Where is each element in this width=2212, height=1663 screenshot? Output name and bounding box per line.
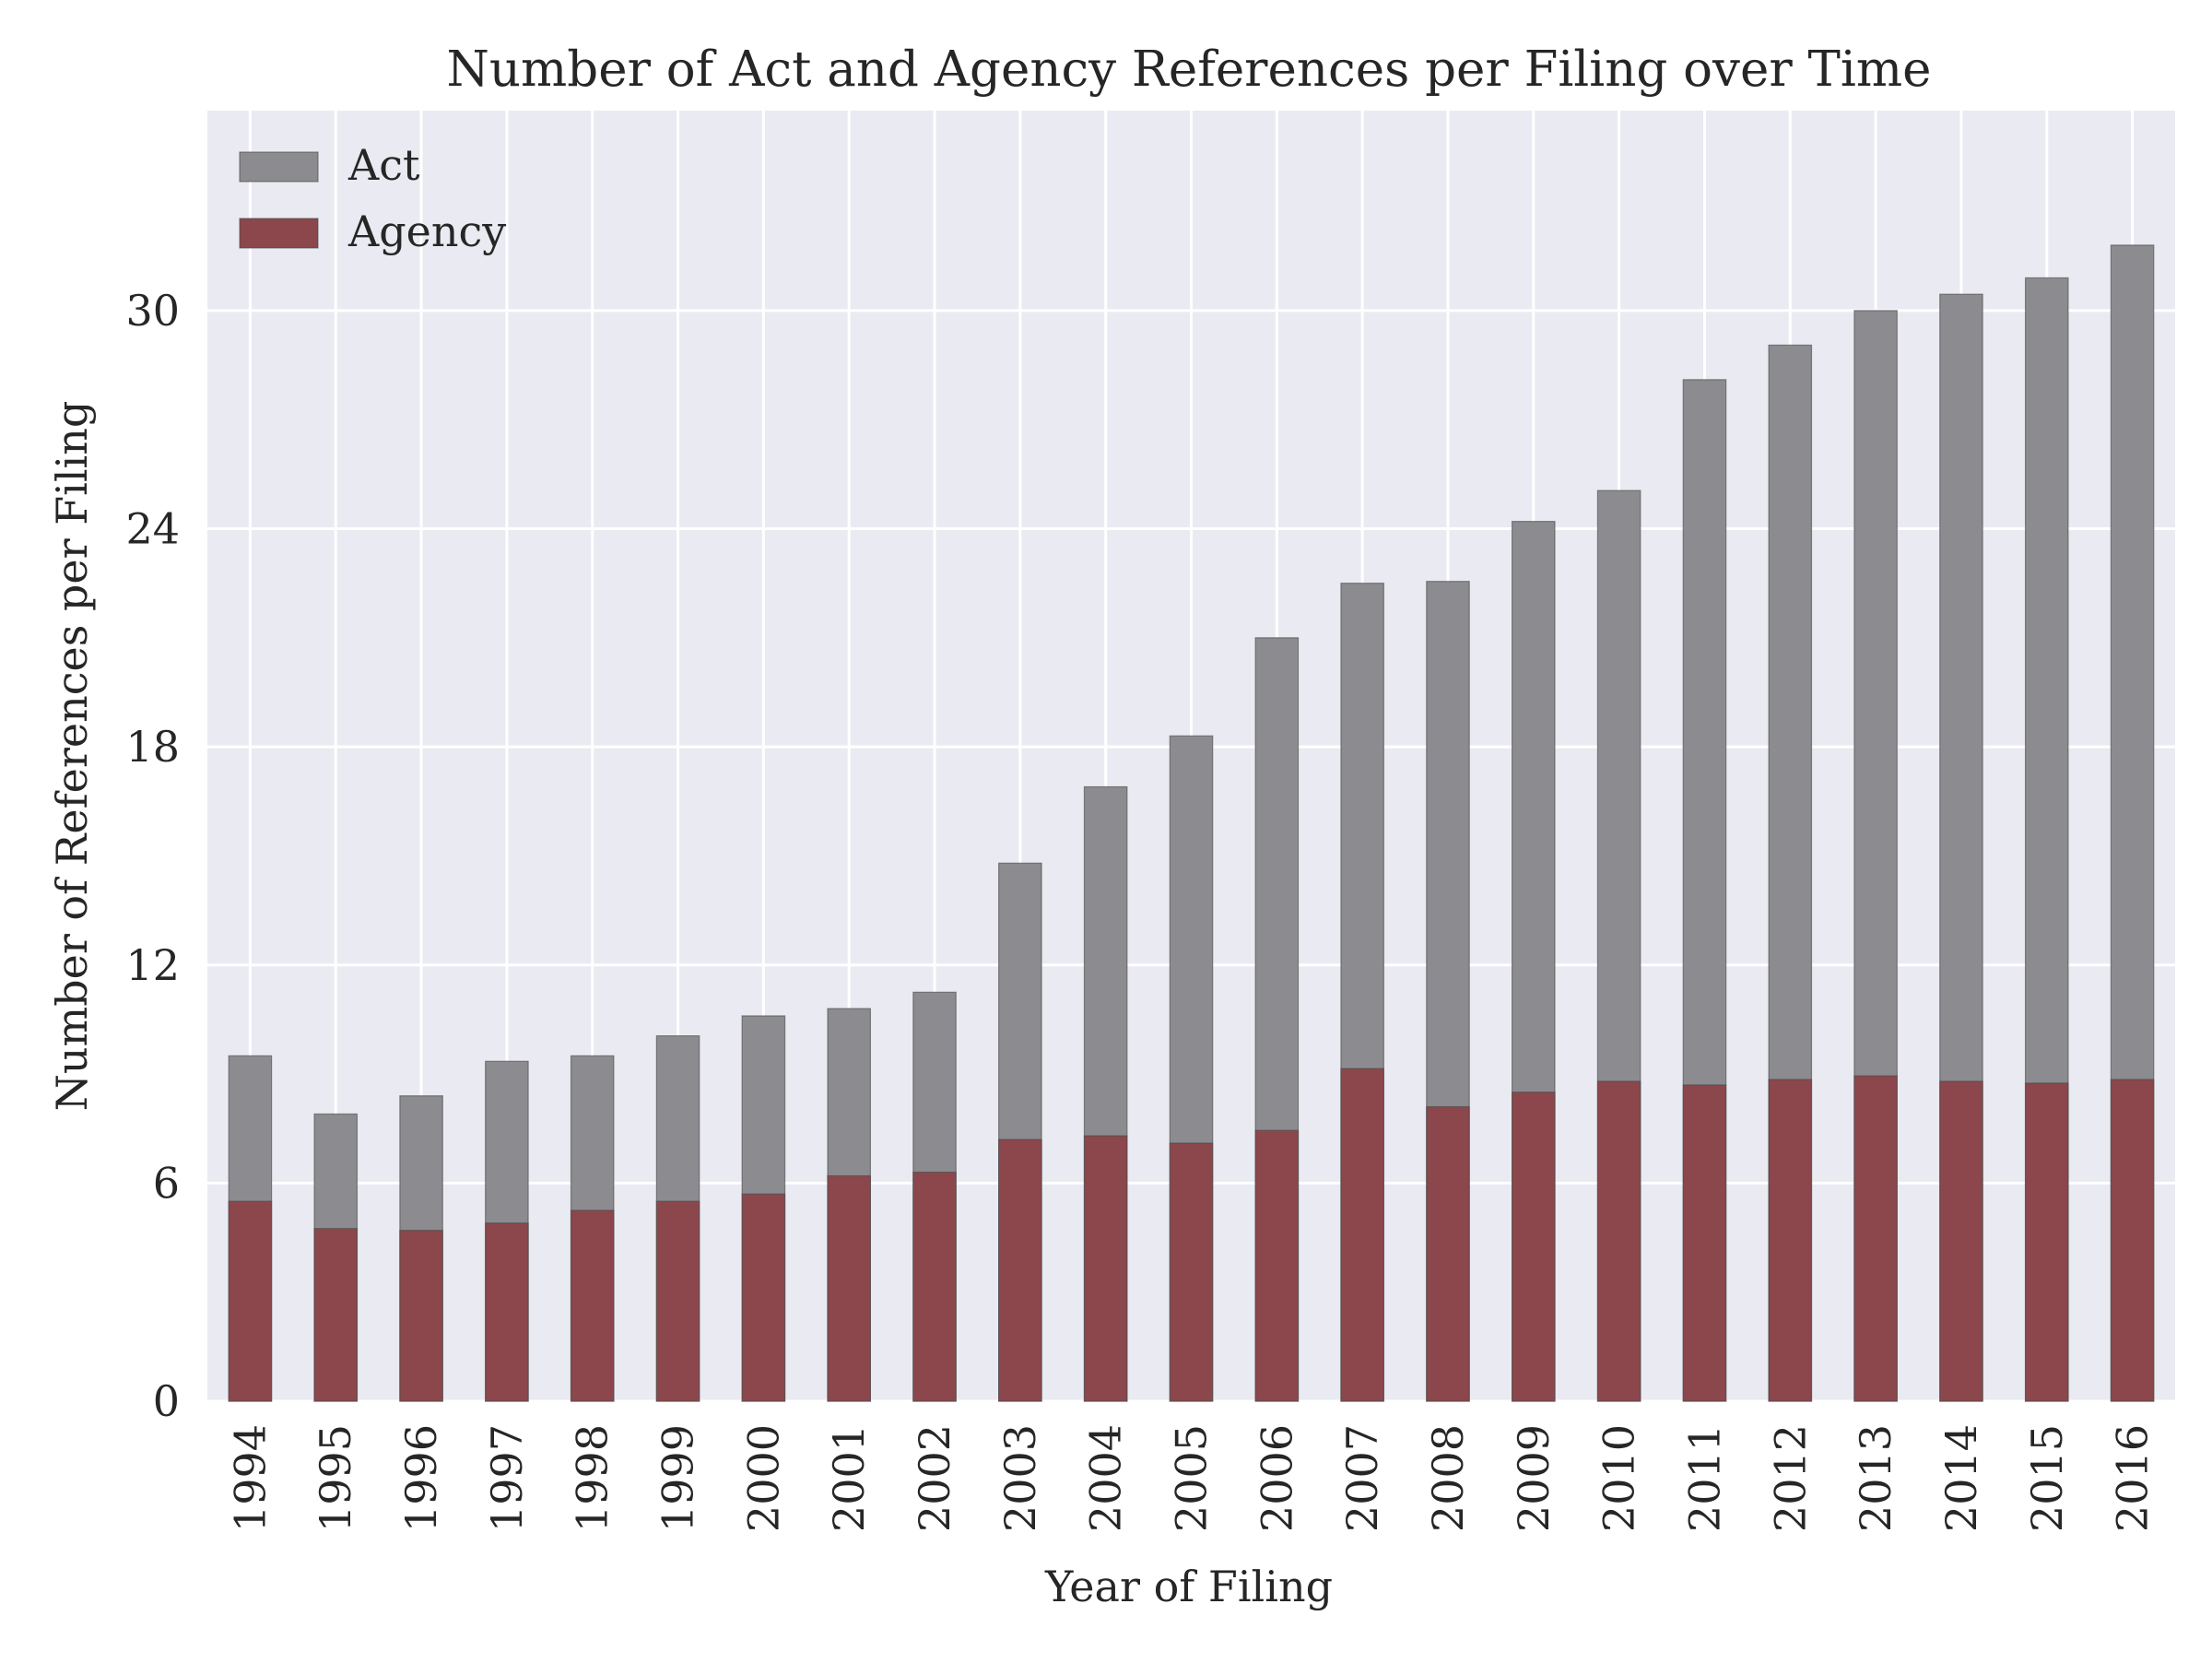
agency-bar-2008 [1426, 1105, 1470, 1402]
x-tick-label: 2007 [1337, 1424, 1387, 1532]
agency-bar-2006 [1254, 1129, 1300, 1402]
agency-bar-2007 [1340, 1067, 1384, 1402]
y-axis-label: Number of References per Filing [47, 401, 97, 1112]
x-tick-label: 2010 [1594, 1424, 1644, 1532]
x-tick-label: 1997 [482, 1424, 532, 1532]
agency-bar-2002 [912, 1171, 957, 1402]
bars [228, 244, 2155, 1402]
x-tick-label: 2008 [1423, 1424, 1473, 1532]
x-tick-label: 2016 [2108, 1424, 2158, 1532]
x-tick-label: 2011 [1679, 1424, 1729, 1532]
agency-bar-2000 [741, 1193, 786, 1402]
agency-bar-1994 [228, 1200, 273, 1402]
agency-bar-2014 [1939, 1080, 1983, 1402]
x-tick-label: 2001 [824, 1424, 874, 1532]
series-agency [228, 1067, 2155, 1402]
x-axis-ticks: 1994 1995 1996 1997 1998 1999 2000 2001 2002 2003… [225, 1424, 2157, 1532]
x-axis-label: Year of Filing [1044, 1562, 1333, 1611]
agency-bar-1999 [655, 1200, 700, 1402]
agency-bar-2004 [1083, 1135, 1128, 1402]
agency-bar-1998 [570, 1209, 615, 1402]
legend-swatch-act [239, 151, 319, 183]
agency-bar-2012 [1768, 1079, 1813, 1402]
x-tick-label: 1999 [653, 1424, 703, 1532]
agency-bar-2003 [998, 1138, 1042, 1402]
x-tick-label: 1998 [568, 1424, 618, 1532]
x-tick-label: 2009 [1509, 1424, 1559, 1532]
chart-title: Number of Act and Agency References per … [447, 41, 1932, 98]
agency-bar-2009 [1511, 1091, 1556, 1402]
y-axis-ticks: 0 6 12 18 24 30 [125, 286, 180, 1426]
x-tick-label: 2005 [1167, 1424, 1217, 1532]
x-tick-label: 2000 [738, 1424, 788, 1532]
x-tick-label: 2004 [1081, 1424, 1131, 1532]
agency-bar-2016 [2110, 1079, 2155, 1402]
agency-bar-2013 [1853, 1075, 1898, 1402]
x-tick-label: 2006 [1252, 1424, 1301, 1532]
x-tick-label: 2012 [1765, 1424, 1815, 1532]
agency-bar-1997 [485, 1222, 529, 1402]
legend-label-act: Act [347, 140, 420, 190]
y-tick-label: 0 [153, 1376, 180, 1426]
agency-bar-2015 [2024, 1082, 2069, 1402]
x-tick-label: 2015 [2022, 1424, 2072, 1532]
legend-label-agency: Agency [347, 206, 506, 256]
x-tick-label: 2002 [910, 1424, 959, 1532]
legend: Act Agency [239, 140, 506, 256]
agency-bar-2005 [1169, 1142, 1214, 1402]
y-tick-label: 12 [125, 940, 180, 990]
agency-bar-1995 [313, 1228, 359, 1402]
x-tick-label: 1995 [311, 1424, 360, 1532]
x-tick-label: 1996 [396, 1424, 446, 1532]
agency-bar-1996 [399, 1230, 443, 1402]
agency-bar-2010 [1596, 1080, 1641, 1402]
y-tick-label: 18 [125, 722, 180, 772]
x-tick-label: 1994 [225, 1424, 275, 1532]
legend-swatch-agency [239, 218, 319, 249]
y-tick-label: 6 [153, 1158, 180, 1208]
agency-bar-2011 [1682, 1084, 1727, 1402]
y-tick-label: 24 [125, 504, 180, 554]
x-tick-label: 2003 [995, 1424, 1045, 1532]
y-tick-label: 30 [125, 286, 180, 336]
x-tick-label: 2013 [1851, 1424, 1900, 1532]
x-tick-label: 2014 [1936, 1424, 1986, 1532]
agency-bar-2001 [827, 1174, 872, 1402]
